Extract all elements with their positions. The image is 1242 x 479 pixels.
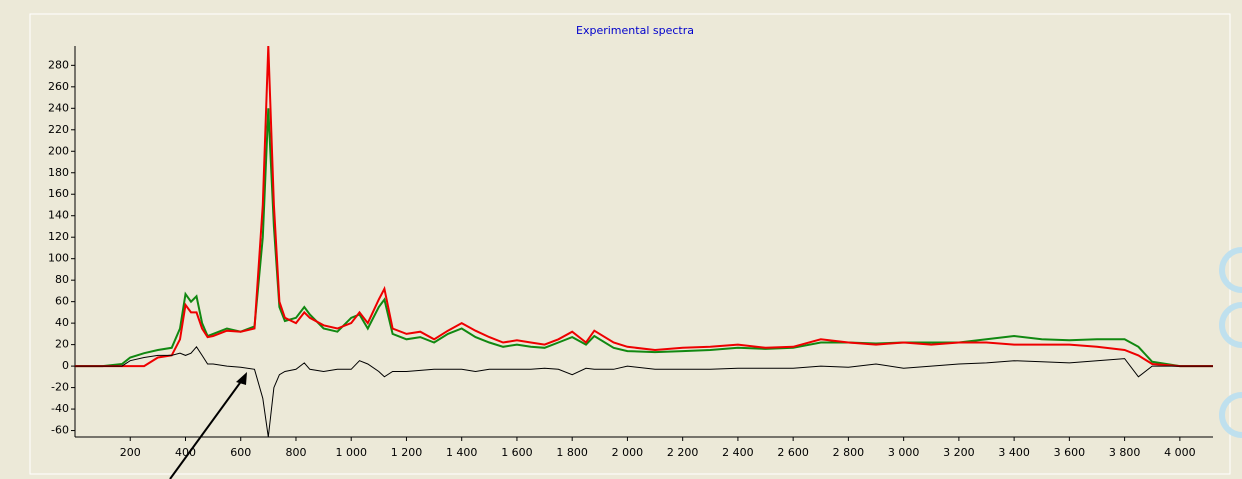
chart-title: Experimental spectra — [576, 24, 694, 37]
x-tick-label: 4 000 — [1164, 446, 1196, 459]
y-tick-label: 40 — [55, 316, 69, 329]
y-tick-label: 280 — [48, 58, 69, 71]
x-tick-label: 200 — [120, 446, 141, 459]
x-tick-label: 3 600 — [1054, 446, 1086, 459]
y-tick-label: 100 — [48, 252, 69, 265]
panel — [29, 13, 1231, 475]
arrow — [169, 375, 246, 479]
x-tick-label: 600 — [230, 446, 251, 459]
y-tick-label: 120 — [48, 230, 69, 243]
x-tick-label: 3 000 — [888, 446, 920, 459]
x-tick-label: 2 800 — [833, 446, 865, 459]
x-tick-label: 3 800 — [1109, 446, 1141, 459]
y-tick-label: 20 — [55, 338, 69, 351]
x-tick-label: 3 200 — [943, 446, 975, 459]
y-tick-label: 240 — [48, 101, 69, 114]
y-tick-label: 60 — [55, 295, 69, 308]
line — [75, 345, 1213, 438]
x-tick-label: 1 600 — [501, 446, 533, 459]
y-tick-label: 80 — [55, 273, 69, 286]
x-tick-label: 1 000 — [335, 446, 367, 459]
y-tick-label: -40 — [51, 402, 69, 415]
line — [75, 45, 1213, 368]
y-tick-label: -60 — [51, 424, 69, 437]
y-tick-label: 260 — [48, 80, 69, 93]
decoration — [1219, 247, 1242, 438]
x-tick-label: 2 000 — [612, 446, 644, 459]
x-tick-label: 400 — [175, 446, 196, 459]
x-tick-label: 2 400 — [722, 446, 754, 459]
x-tick-label: 1 200 — [391, 446, 423, 459]
y-tick-label: 0 — [62, 359, 69, 372]
y-tick-label: 200 — [48, 144, 69, 157]
y-tick-label: -20 — [51, 381, 69, 394]
arrow-head — [236, 372, 247, 385]
x-tick-label: 2 200 — [667, 446, 699, 459]
y-tick-label: 140 — [48, 209, 69, 222]
x-tick-label: 2 600 — [777, 446, 809, 459]
y-tick-label: 180 — [48, 166, 69, 179]
x-tick-label: 800 — [285, 446, 306, 459]
y-tick-label: 220 — [48, 123, 69, 136]
x-tick-label: 1 400 — [446, 446, 478, 459]
x-tick-label: 1 800 — [556, 446, 588, 459]
y-tick-label: 160 — [48, 187, 69, 200]
x-tick-label: 3 400 — [998, 446, 1030, 459]
